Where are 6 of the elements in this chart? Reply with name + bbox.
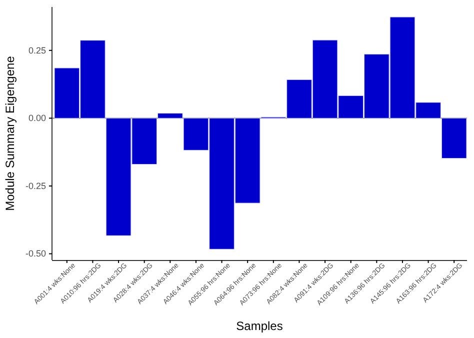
x-axis-title: Samples bbox=[236, 319, 283, 333]
y-tick-label: -0.50 bbox=[25, 248, 46, 259]
y-tick-label: 0.00 bbox=[28, 113, 46, 124]
y-tick-label: -0.25 bbox=[25, 180, 46, 191]
y-axis-title: Module Summary Eigengene bbox=[3, 56, 17, 211]
y-tick-label: 0.25 bbox=[28, 45, 46, 56]
